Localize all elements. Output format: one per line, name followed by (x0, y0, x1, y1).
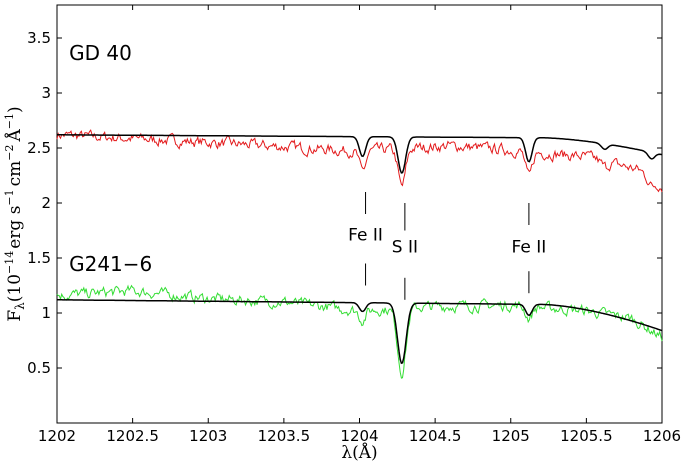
y-tick-label: 1.5 (27, 249, 51, 267)
ylabel-exp2: −1 (3, 189, 16, 205)
star-name-label: G241−6 (69, 252, 152, 276)
y-tick-label: 3 (41, 84, 51, 102)
ylabel-exp4: −1 (3, 113, 16, 129)
star-labels: GD 40 G241−6 (69, 41, 152, 276)
x-tick-label: 1203.5 (258, 427, 311, 445)
y-axis-ticks: 0.5 1 1.5 2 2.5 3 3.5 (27, 29, 662, 377)
x-axis-label: λ(Å) (341, 442, 377, 463)
observed-spectrum-1 (56, 284, 663, 379)
ylabel-ang: Å (4, 128, 25, 142)
line-markers: Fe II S II Fe II (348, 192, 546, 300)
ylabel-f: F (5, 310, 25, 322)
x-tick-label: 1205 (492, 427, 530, 445)
y-tick-label: 1 (41, 304, 51, 322)
x-tick-label: 1202 (38, 427, 76, 445)
y-axis-label: Fλ(10−14erg s−1cm−2Å−1) (3, 106, 27, 321)
ylabel-cm: cm (5, 161, 25, 187)
star-name-label: GD 40 (69, 41, 132, 65)
series-layer (56, 129, 663, 379)
x-tick-label: 1203 (189, 427, 227, 445)
y-tick-label: 0.5 (27, 359, 51, 377)
line-marker-label: Fe II (348, 225, 383, 245)
y-tick-label: 2 (41, 194, 51, 212)
x-tick-label: 1202.5 (106, 427, 159, 445)
ylabel-erg: erg s (5, 206, 25, 249)
line-marker-label: Fe II (512, 238, 547, 258)
y-tick-label: 2.5 (27, 139, 51, 157)
ylabel-base: (10 (5, 274, 25, 302)
x-axis-ticks: 1202 1202.5 1203 1203.5 1204 1204.5 1205 1205.5… (38, 5, 681, 445)
x-tick-label: 1206 (643, 427, 681, 445)
line-marker-label: S II (392, 238, 418, 258)
x-tick-label: 1205.5 (560, 427, 613, 445)
ylabel-exp1: −14 (3, 251, 16, 274)
ylabel-close: ) (5, 106, 25, 113)
observed-spectrum-0 (56, 129, 663, 193)
y-tick-label: 3.5 (27, 29, 51, 47)
ylabel-lambda: λ (13, 302, 27, 310)
model-spectrum-1 (57, 299, 663, 365)
x-tick-label: 1204.5 (409, 427, 462, 445)
ylabel-exp3: −2 (3, 144, 16, 160)
model-spectrum-0 (57, 134, 663, 174)
svg-text:Fλ(10−14erg s−1cm−2Å−1): Fλ(10−14erg s−1cm−2Å−1) (3, 106, 27, 321)
x-tick-label: 1204 (340, 427, 378, 445)
